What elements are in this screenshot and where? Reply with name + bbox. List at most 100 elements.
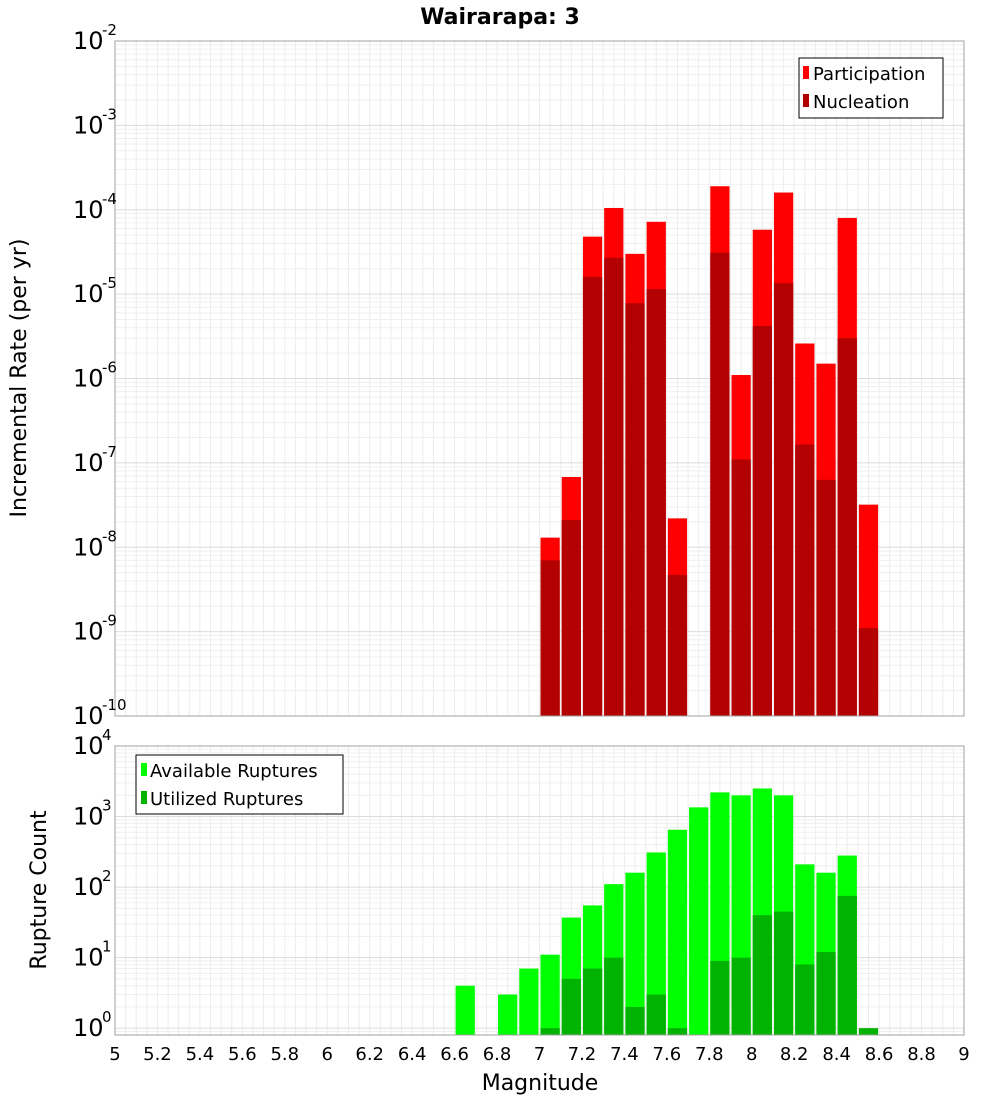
y-tick-exponent: -8 [102,527,117,545]
top-panel-bars [540,186,879,717]
y-tick-base: 10 [73,1014,104,1042]
bottom-y-axis-label: Rupture Count [27,810,52,970]
bar-nucleation-7-65 [667,574,688,716]
bar-utilized-ruptures-8-35 [816,952,836,1035]
bar-utilized-ruptures-7-15 [561,978,581,1035]
bar-nucleation-8-15 [773,283,794,716]
bar-nucleation-7-85 [710,252,730,716]
y-tick-exponent: 1 [102,938,112,956]
y-tick-label: 10-4 [73,190,117,224]
legend-swatch-available-ruptures [141,763,147,776]
x-tick-label: 8.4 [822,1044,851,1065]
legend-label-utilized-ruptures: Utilized Ruptures [150,789,303,810]
bar-available-ruptures-7-45 [625,872,645,1035]
bottom-legend-box [135,754,344,815]
x-tick-label: 7.4 [610,1044,639,1065]
bar-utilized-ruptures-7-05 [540,1028,560,1035]
y-tick-base: 10 [73,944,104,972]
y-tick-base: 10 [73,111,104,139]
bar-nucleation-7-05 [540,560,560,716]
y-tick-label: 10-6 [73,359,117,393]
y-tick-base: 10 [73,533,104,561]
y-tick-exponent: 0 [102,1008,112,1026]
bar-nucleation-8-55 [858,628,879,716]
y-tick-exponent: -7 [102,443,117,461]
x-tick-label: 8.2 [780,1044,809,1065]
x-axis-ticks: 5 5.2 5.4 5.6 5.8 6 6.2 6.4 6.6 6.8 7 7.2 7.4 7.6 7.8 8… [109,1044,969,1065]
y-tick-label: 10-5 [73,274,117,308]
bar-utilized-ruptures-8-15 [773,911,794,1035]
x-tick-label: 6 [322,1044,333,1065]
legend-swatch-participation [803,66,809,79]
y-tick-base: 10 [73,365,104,393]
y-tick-label: 101 [73,938,112,972]
legend-swatch-utilized-ruptures [141,791,147,804]
y-tick-exponent: 4 [102,726,112,744]
y-tick-base: 10 [73,732,104,760]
legend-swatch-nucleation [803,94,809,107]
x-tick-label: 8 [746,1044,757,1065]
y-tick-base: 10 [73,702,104,730]
top-y-axis-label: Incremental Rate (per yr) [7,239,32,518]
x-tick-label: 7.8 [695,1044,724,1065]
y-tick-label: 10-10 [73,696,127,730]
bar-available-ruptures-7-55 [646,852,666,1035]
y-tick-label: 10-3 [73,105,117,139]
y-tick-label: 100 [73,1008,112,1042]
bar-available-ruptures-6-95 [519,968,539,1035]
bar-nucleation-8-45 [837,338,857,716]
y-tick-label: 10-9 [73,612,117,646]
x-tick-label: 5.4 [186,1044,215,1065]
legend-label-available-ruptures: Available Ruptures [150,761,318,782]
bottom-panel-bars [455,788,879,1035]
y-tick-label: 10-8 [73,527,117,561]
bar-utilized-ruptures-8-55 [858,1028,879,1035]
y-tick-exponent: -6 [102,359,117,377]
bar-nucleation-7-95 [731,459,751,716]
x-tick-label: 5.2 [143,1044,172,1065]
top-legend-box [798,57,944,119]
top-panel-frame [114,40,965,717]
bar-utilized-ruptures-7-85 [710,960,730,1035]
x-tick-label: 7.6 [653,1044,682,1065]
y-tick-base: 10 [73,27,104,55]
bar-nucleation-7-55 [646,289,666,716]
bar-utilized-ruptures-7-65 [667,1028,688,1035]
bar-nucleation-8-25 [795,444,815,716]
top-legend: Participation Nucleation [798,57,944,119]
bar-nucleation-7-25 [582,276,603,716]
bar-available-ruptures-6-85 [498,994,518,1035]
x-tick-label: 6.8 [483,1044,512,1065]
bar-utilized-ruptures-7-55 [646,994,666,1035]
y-tick-base: 10 [73,280,104,308]
bar-utilized-ruptures-8-45 [837,895,857,1035]
bar-utilized-ruptures-8-25 [795,964,815,1035]
y-tick-label: 104 [73,726,112,760]
x-axis-label: Magnitude [482,1071,599,1096]
x-tick-label: 8.6 [865,1044,894,1065]
x-tick-label: 5 [109,1044,120,1065]
bottom-panel-frame [114,745,965,1036]
y-tick-exponent: -10 [102,696,127,714]
y-tick-base: 10 [73,803,104,831]
legend-label-participation: Participation [813,64,925,85]
legend-label-nucleation: Nucleation [813,92,909,113]
bottom-legend: Available Ruptures Utilized Ruptures [135,754,344,815]
y-tick-exponent: -4 [102,190,117,208]
bar-nucleation-7-35 [604,257,624,716]
chart-title: Wairarapa: 3 [420,5,580,30]
y-tick-base: 10 [73,449,104,477]
bar-available-ruptures-7-05 [540,954,560,1035]
x-tick-label: 5.6 [228,1044,257,1065]
y-tick-exponent: 3 [102,797,112,815]
y-tick-base: 10 [73,196,104,224]
bar-utilized-ruptures-7-25 [582,968,603,1035]
y-tick-label: 103 [73,797,112,831]
y-tick-label: 102 [73,867,112,901]
x-tick-label: 6.2 [355,1044,384,1065]
bar-nucleation-7-15 [561,520,581,716]
bar-nucleation-8-35 [816,479,836,716]
